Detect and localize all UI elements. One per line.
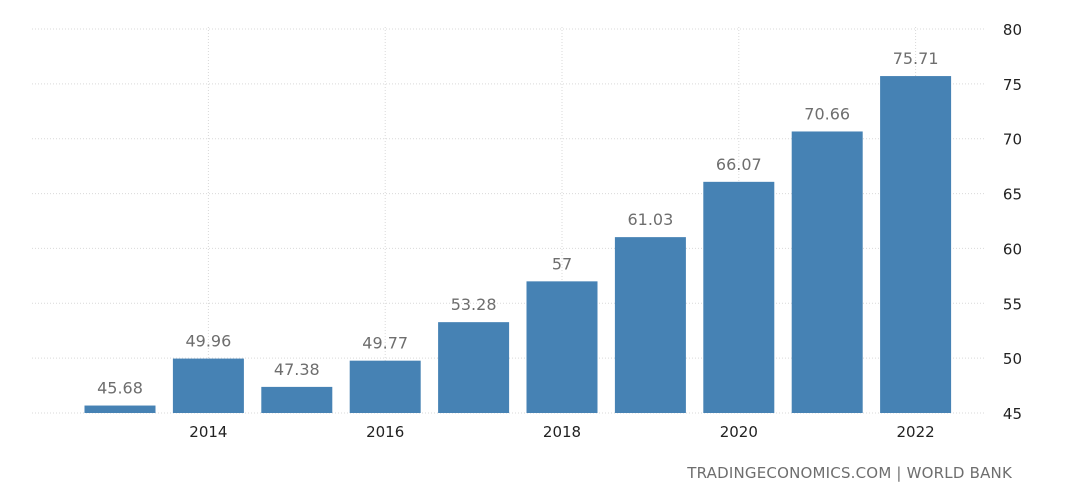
bar-2019 bbox=[614, 237, 686, 413]
data-label-2018: 57 bbox=[552, 254, 572, 273]
x-tick-label-2016: 2016 bbox=[366, 423, 404, 441]
bar-2014 bbox=[172, 358, 244, 413]
data-label-2020: 66.07 bbox=[716, 155, 762, 174]
data-label-2015: 47.38 bbox=[274, 360, 320, 379]
bar-2015 bbox=[261, 386, 333, 413]
y-tick-label: 50 bbox=[1003, 350, 1022, 368]
data-label-2016: 49.77 bbox=[362, 334, 408, 353]
x-tick-label-2020: 2020 bbox=[720, 423, 758, 441]
data-label-2014: 49.96 bbox=[185, 332, 231, 351]
bar-2021 bbox=[791, 131, 863, 413]
bar-2022 bbox=[880, 76, 952, 413]
bar-2018 bbox=[526, 281, 598, 413]
bar-2016 bbox=[349, 360, 421, 413]
y-tick-label: 45 bbox=[1003, 405, 1022, 423]
y-tick-label: 60 bbox=[1003, 240, 1022, 258]
y-tick-label: 75 bbox=[1003, 76, 1022, 94]
bar-2020 bbox=[703, 181, 775, 413]
data-label-2021: 70.66 bbox=[804, 104, 850, 123]
x-tick-label-2022: 2022 bbox=[897, 423, 935, 441]
x-tick-label-2018: 2018 bbox=[543, 423, 581, 441]
y-tick-label: 55 bbox=[1003, 295, 1022, 313]
y-tick-label: 65 bbox=[1003, 186, 1022, 204]
bar-2017 bbox=[438, 322, 510, 413]
x-tick-label-2014: 2014 bbox=[189, 423, 227, 441]
data-label-2022: 75.71 bbox=[893, 49, 939, 68]
data-label-2019: 61.03 bbox=[627, 210, 673, 229]
y-tick-label: 70 bbox=[1003, 131, 1022, 149]
source-credit: TRADINGECONOMICS.COM | WORLD BANK bbox=[687, 464, 1012, 482]
y-tick-label: 80 bbox=[1003, 21, 1022, 39]
data-label-2013: 45.68 bbox=[97, 379, 143, 398]
bar-2013 bbox=[84, 405, 156, 413]
data-label-2017: 53.28 bbox=[451, 295, 497, 314]
